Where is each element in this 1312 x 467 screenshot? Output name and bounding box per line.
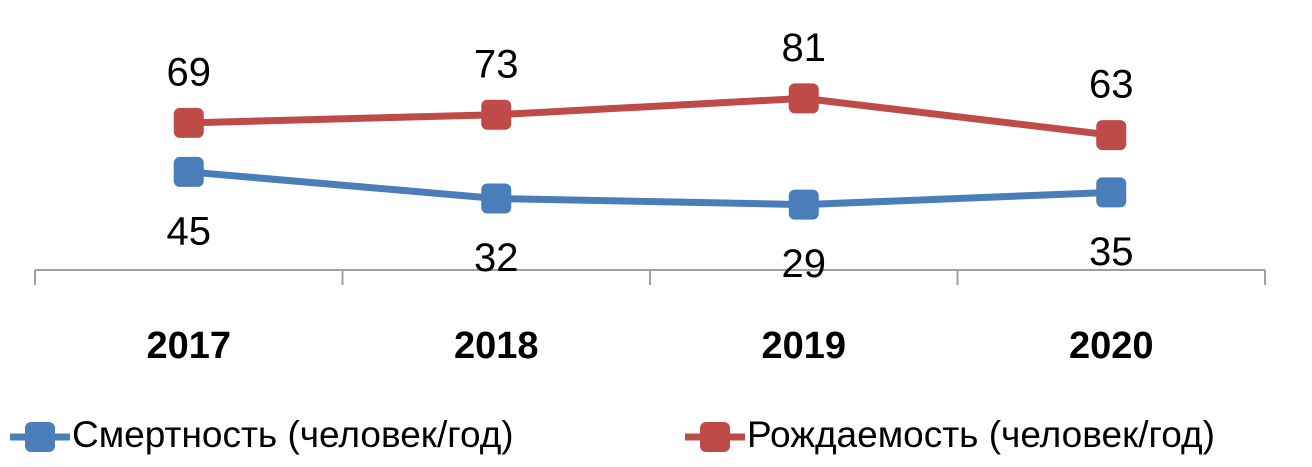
data-label: 63 xyxy=(1089,63,1134,107)
data-label: 73 xyxy=(474,42,519,86)
marker xyxy=(481,183,512,214)
marker xyxy=(788,189,819,220)
data-label: 35 xyxy=(1089,230,1134,274)
data-label: 32 xyxy=(474,236,519,280)
marker xyxy=(173,107,204,138)
x-tick-label: 2020 xyxy=(1069,325,1154,367)
x-tick-label: 2017 xyxy=(146,325,231,367)
legend-label: Рождаемость (человек/год) xyxy=(747,414,1215,455)
marker xyxy=(1096,120,1127,151)
series-line xyxy=(188,94,1112,139)
data-label: 29 xyxy=(782,242,827,286)
data-label: 69 xyxy=(167,50,212,94)
marker xyxy=(481,99,512,130)
legend-marker xyxy=(700,422,730,452)
data-label: 45 xyxy=(167,209,212,253)
marker xyxy=(1096,177,1127,208)
data-label: 81 xyxy=(782,26,827,70)
series-line xyxy=(188,168,1112,209)
marker xyxy=(788,83,819,114)
legend-marker xyxy=(25,422,55,452)
legend-label: Смертность (человек/год) xyxy=(72,414,514,455)
x-tick-label: 2019 xyxy=(761,325,846,367)
marker xyxy=(173,156,204,187)
x-tick-label: 2018 xyxy=(454,325,539,367)
